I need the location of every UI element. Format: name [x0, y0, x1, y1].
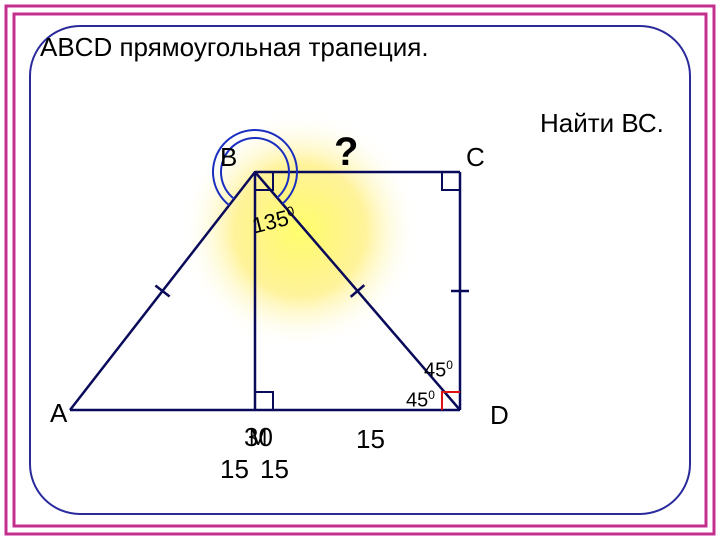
length-30: 30 [244, 422, 273, 453]
vertex-c-label: C [466, 142, 485, 173]
title-text: ABCD прямоугольная трапеция. [40, 32, 429, 63]
find-bc-text: Найти ВС. [540, 108, 664, 139]
length-15-md: 15 [356, 424, 385, 455]
angle-45-lower: 450 [406, 388, 435, 413]
vertex-b-label: B [220, 142, 237, 173]
angle-45-upper: 450 [424, 358, 453, 383]
length-15-left: 15 [220, 454, 249, 485]
length-15-right: 15 [260, 454, 289, 485]
vertex-d-label: D [490, 400, 509, 431]
question-mark: ? [334, 130, 358, 175]
vertex-a-label: A [50, 398, 67, 429]
